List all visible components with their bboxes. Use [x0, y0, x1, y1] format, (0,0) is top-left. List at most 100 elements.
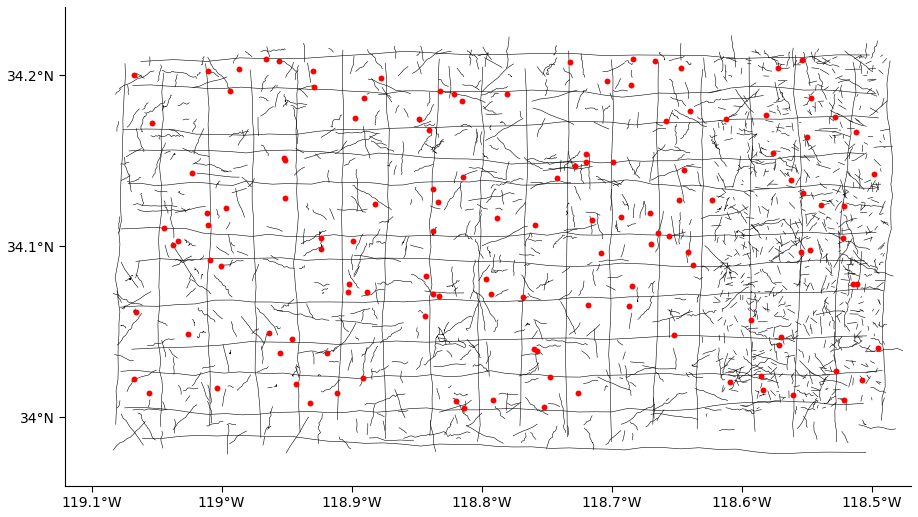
Point: [744, 316, 758, 325]
Point: [411, 115, 426, 123]
Point: [486, 397, 500, 405]
Point: [770, 64, 785, 72]
Point: [870, 344, 885, 352]
Point: [528, 221, 543, 230]
Point: [285, 335, 299, 343]
Point: [231, 65, 246, 73]
Point: [262, 328, 276, 337]
Point: [644, 240, 658, 249]
Point: [214, 262, 229, 270]
Point: [579, 158, 594, 166]
Point: [786, 391, 800, 399]
Point: [202, 255, 217, 264]
Point: [145, 119, 160, 127]
Point: [127, 71, 141, 79]
Point: [272, 348, 286, 357]
Point: [549, 174, 564, 182]
Point: [771, 341, 786, 349]
Point: [278, 156, 293, 164]
Point: [723, 377, 738, 386]
Point: [580, 301, 595, 309]
Point: [374, 73, 388, 82]
Point: [543, 373, 557, 381]
Point: [360, 288, 375, 297]
Point: [259, 55, 274, 63]
Point: [650, 229, 665, 237]
Point: [658, 117, 673, 126]
Point: [766, 149, 780, 158]
Point: [223, 87, 238, 96]
Point: [677, 165, 691, 174]
Point: [341, 280, 356, 288]
Point: [796, 189, 811, 197]
Point: [621, 302, 636, 310]
Point: [719, 115, 733, 123]
Point: [421, 126, 436, 134]
Point: [568, 162, 583, 170]
Point: [614, 213, 629, 221]
Point: [686, 261, 700, 269]
Point: [157, 223, 172, 232]
Point: [784, 176, 799, 184]
Point: [530, 346, 544, 355]
Point: [829, 367, 844, 375]
Point: [355, 374, 370, 382]
Point: [536, 403, 551, 411]
Point: [827, 113, 842, 121]
Point: [307, 82, 321, 90]
Point: [347, 113, 362, 121]
Point: [483, 290, 498, 298]
Point: [837, 202, 852, 210]
Point: [800, 133, 815, 141]
Point: [200, 220, 215, 229]
Point: [527, 344, 542, 353]
Point: [848, 128, 863, 136]
Point: [643, 209, 657, 218]
Point: [209, 384, 224, 392]
Point: [419, 272, 433, 280]
Point: [479, 275, 494, 283]
Point: [804, 94, 819, 102]
Point: [201, 67, 216, 75]
Point: [303, 399, 318, 407]
Point: [758, 111, 773, 119]
Point: [200, 209, 215, 217]
Point: [431, 198, 445, 206]
Point: [418, 312, 432, 320]
Point: [626, 55, 641, 63]
Point: [563, 58, 577, 66]
Point: [454, 97, 469, 105]
Point: [836, 234, 851, 242]
Point: [456, 173, 471, 181]
Point: [314, 245, 329, 253]
Point: [674, 64, 688, 72]
Point: [313, 234, 328, 242]
Point: [803, 246, 818, 254]
Point: [837, 396, 852, 404]
Point: [662, 232, 677, 240]
Point: [672, 195, 687, 204]
Point: [181, 329, 196, 338]
Point: [276, 154, 291, 162]
Point: [306, 67, 320, 75]
Point: [219, 204, 234, 212]
Point: [272, 57, 286, 65]
Point: [499, 89, 514, 98]
Point: [680, 248, 695, 256]
Point: [368, 200, 383, 208]
Point: [171, 237, 185, 245]
Point: [456, 404, 471, 412]
Point: [594, 249, 609, 257]
Point: [346, 236, 361, 245]
Point: [432, 86, 447, 95]
Point: [277, 194, 292, 202]
Point: [794, 248, 809, 256]
Point: [754, 371, 768, 379]
Point: [585, 216, 599, 224]
Point: [624, 282, 639, 290]
Point: [756, 386, 770, 394]
Point: [867, 170, 881, 178]
Point: [141, 388, 156, 397]
Point: [129, 308, 143, 316]
Point: [647, 57, 662, 65]
